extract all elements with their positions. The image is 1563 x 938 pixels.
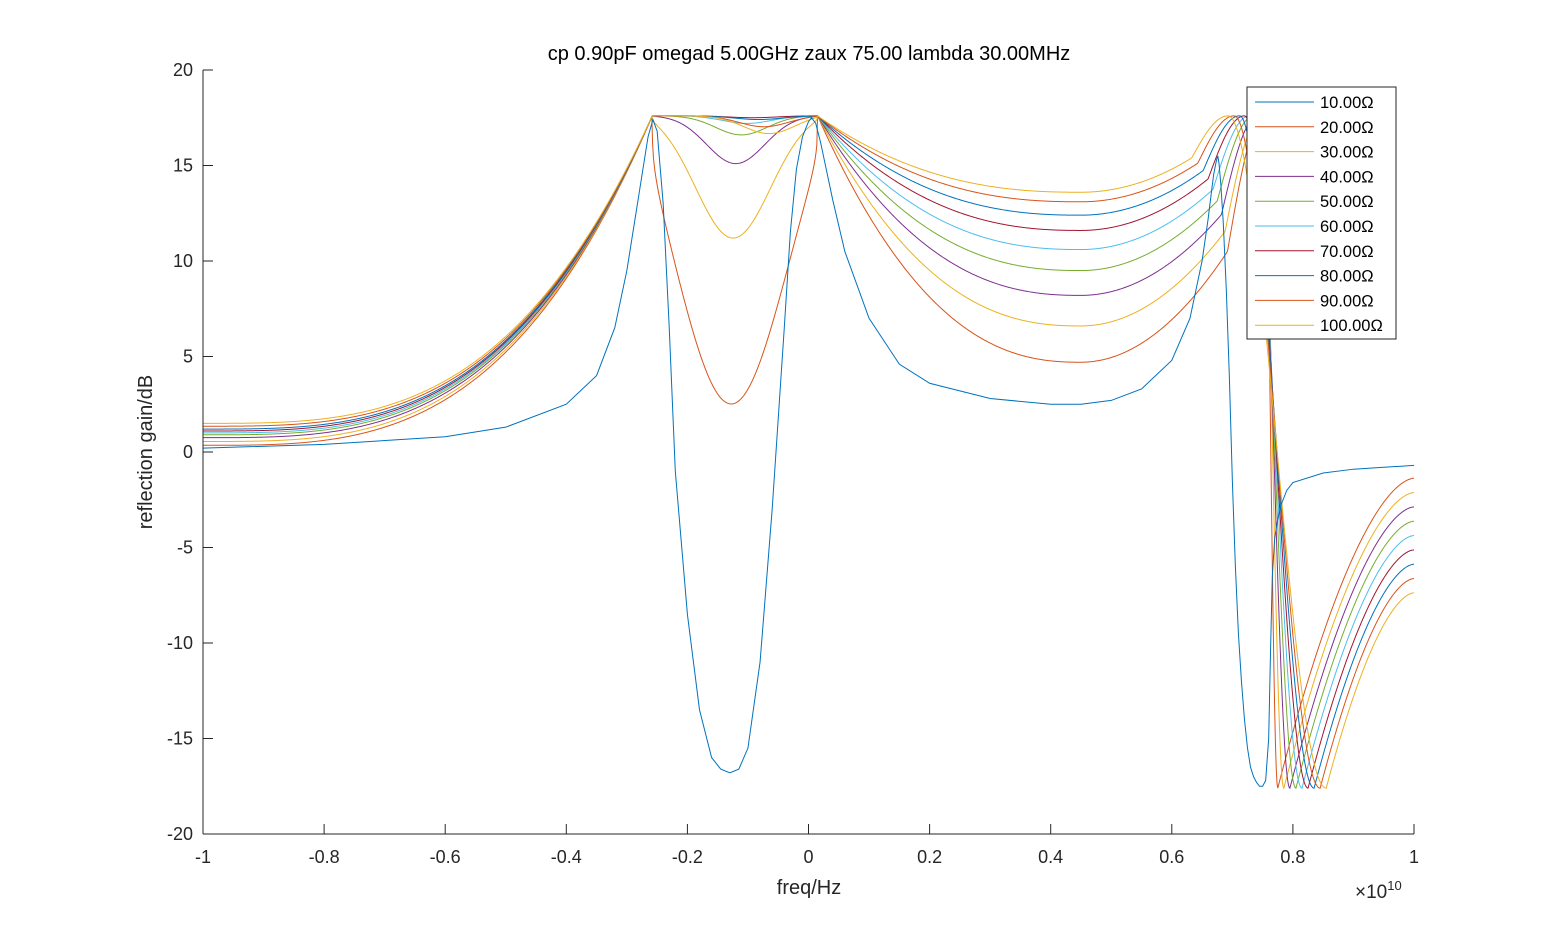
x-tick-label: -0.2 [672,847,703,867]
series-line [203,115,1415,790]
x-tick-label: -0.8 [309,847,340,867]
y-tick-label: 20 [173,60,193,80]
legend-label: 20.00Ω [1320,119,1374,137]
series-line [203,114,1415,790]
legend-label: 40.00Ω [1320,168,1374,186]
y-tick-label: 0 [183,442,193,462]
x-exponent: ×1010 [1355,878,1402,903]
x-tick-label: 0.2 [917,847,942,867]
x-tick-label: -0.4 [551,847,582,867]
series-line [203,115,1415,789]
y-tick-label: -15 [167,729,193,749]
y-axis-label: reflection gain/dB [135,375,157,530]
x-tick-label: 0.4 [1038,847,1063,867]
legend-label: 80.00Ω [1320,268,1374,286]
legend-label: 100.00Ω [1320,317,1383,335]
x-tick-label: 0.8 [1280,847,1305,867]
x-tick-label: 1 [1409,847,1419,867]
legend-box [1246,86,1397,340]
legend-label: 50.00Ω [1320,193,1374,211]
y-tick-label: -20 [167,824,193,844]
series-line [203,115,1415,789]
x-exponent-power: 10 [1387,878,1401,893]
legend-label: 70.00Ω [1320,243,1374,261]
legend-label: 10.00Ω [1320,94,1374,112]
legend-label: 60.00Ω [1320,218,1374,236]
y-tick-label: 5 [183,347,193,367]
x-tick-label: 0 [803,847,813,867]
legend-label: 30.00Ω [1320,144,1374,162]
series-line [202,116,1415,787]
y-tick-label: -5 [177,538,193,558]
series-line [203,115,1415,789]
chart-title: cp 0.90pF omegad 5.00GHz zaux 75.00 lamb… [548,43,1071,65]
plot-area [202,114,1415,790]
legend-label: 90.00Ω [1320,292,1374,310]
series-line [203,115,1415,789]
x-ticks: -1 -0.8 -0.6 -0.4 -0.2 0 0.2 0.4 0.6 0.8 1 [195,824,1419,867]
x-axis-label: freq/Hz [777,877,841,899]
y-tick-label: 15 [173,156,193,176]
series-line [203,115,1415,789]
x-exponent-base: ×10 [1355,882,1387,903]
series-line [203,115,1415,789]
y-tick-label: -10 [167,633,193,653]
svg-text:×1010: ×1010 [1355,878,1402,903]
x-tick-label: -1 [195,847,211,867]
axes: -1 -0.8 -0.6 -0.4 -0.2 0 0.2 0.4 0.6 0.8 1 -20-15-… [167,60,1419,867]
x-tick-label: 0.6 [1159,847,1184,867]
x-tick-label: -0.6 [430,847,461,867]
legend: 10.00Ω 20.00Ω 30.00Ω 40.00Ω 50.00Ω 60.00Ω 70.0… [1246,86,1397,340]
y-tick-label: 10 [173,251,193,271]
y-ticks: -20 -15 -10 -5 0 5 10 15 20 [167,60,213,844]
series-line [203,115,1415,789]
